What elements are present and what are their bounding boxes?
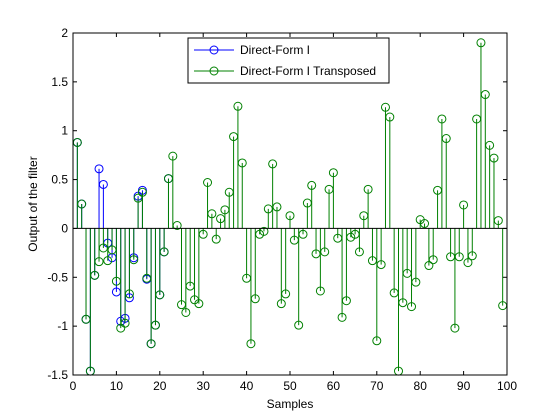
y-tick-label: 2 xyxy=(61,26,68,40)
legend-label-direct-form-i: Direct-Form I xyxy=(240,43,310,57)
y-tick-label: -1.5 xyxy=(47,368,68,382)
x-tick-label: 20 xyxy=(153,379,167,393)
y-tick-label: 0.5 xyxy=(51,173,68,187)
x-tick-label: 100 xyxy=(497,379,517,393)
x-tick-label: 30 xyxy=(197,379,211,393)
x-tick-label: 40 xyxy=(240,379,254,393)
x-tick-label: 90 xyxy=(457,379,471,393)
x-axis-label: Samples xyxy=(267,397,314,411)
legend-label-direct-form-i-transposed: Direct-Form I Transposed xyxy=(240,64,376,78)
y-tick-label: -0.5 xyxy=(47,270,68,284)
stems-layer xyxy=(73,39,507,375)
y-axis-label: Output of the filter xyxy=(26,156,40,251)
x-tick-label: 60 xyxy=(327,379,341,393)
x-tick-label: 80 xyxy=(414,379,428,393)
x-tick-label: 0 xyxy=(70,379,77,393)
x-tick-label: 70 xyxy=(370,379,384,393)
x-tick-label: 50 xyxy=(283,379,297,393)
series-0 xyxy=(73,138,172,375)
y-tick-label: 0 xyxy=(61,221,68,235)
x-tick-label: 10 xyxy=(110,379,124,393)
series-1 xyxy=(73,39,506,375)
y-tick-label: 1.5 xyxy=(51,75,68,89)
legend: Direct-Form I Direct-Form I Transposed xyxy=(188,38,389,83)
y-tick-label: -1 xyxy=(57,319,68,333)
y-tick-label: 1 xyxy=(61,124,68,138)
